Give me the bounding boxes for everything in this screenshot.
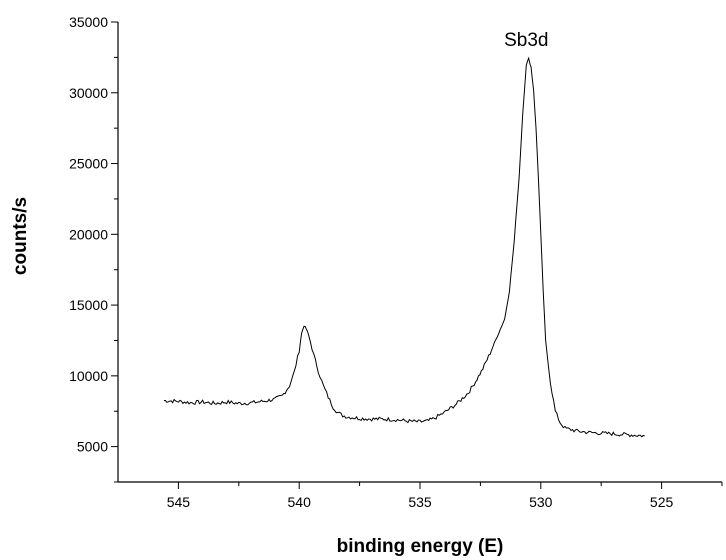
y-tick-label: 30000	[69, 85, 108, 101]
x-tick-label: 530	[529, 494, 553, 510]
y-tick-label: 25000	[69, 156, 108, 172]
y-tick-label: 5000	[77, 439, 108, 455]
x-tick-label: 545	[167, 494, 191, 510]
peak-annotation: Sb3d	[504, 30, 548, 51]
y-tick-label: 15000	[69, 297, 108, 313]
x-tick-label: 535	[408, 494, 432, 510]
ticks: 5000 10000 15000 20000 25000 30000 35000 545 540…	[69, 14, 723, 510]
y-tick-label: 35000	[69, 14, 108, 30]
y-tick-label: 10000	[69, 368, 108, 384]
y-axis-title: counts/s	[10, 197, 31, 275]
x-tick-label: 525	[650, 494, 674, 510]
annotations: Sb3d	[504, 30, 548, 51]
x-tick-label: 540	[288, 494, 312, 510]
y-tick-label: 20000	[69, 226, 108, 242]
x-axis-title: binding energy (E)	[337, 536, 504, 557]
series-line	[163, 56, 645, 438]
axes	[117, 22, 722, 483]
series-group	[163, 56, 645, 438]
